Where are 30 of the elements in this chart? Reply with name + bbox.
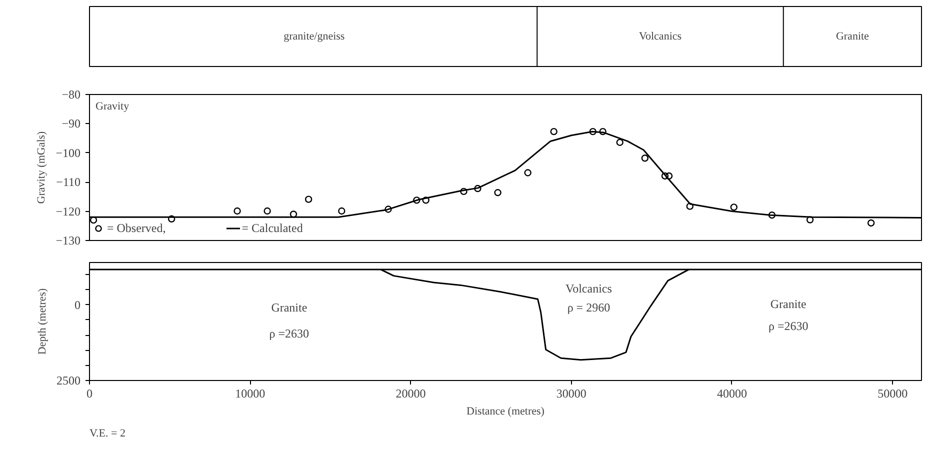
- x-axis-title: Distance (metres): [466, 406, 545, 418]
- text: Granite: [836, 30, 870, 42]
- annotation: ρ =2630: [768, 319, 808, 334]
- x-tick-label: 10000: [235, 386, 266, 400]
- y-axis-title: Depth (metres): [36, 288, 48, 355]
- text: V.E. = 2: [90, 428, 126, 440]
- x-tick-label: 50000: [878, 386, 908, 400]
- y-tick-label: 2500: [56, 374, 80, 388]
- text: Gravity: [96, 100, 130, 112]
- y-tick-label: −80: [62, 88, 81, 102]
- y-tick-label: −130: [56, 234, 81, 248]
- annotation: Granite: [770, 296, 806, 311]
- x-tick-label: 30000: [556, 386, 586, 400]
- x-tick-label: 20000: [396, 386, 426, 400]
- annotation: ρ =2630: [269, 326, 310, 340]
- y-tick-label: −100: [56, 146, 81, 160]
- y-axis-title: Gravity (mGals): [36, 130, 48, 204]
- legend-label: = Observed,: [107, 220, 166, 236]
- annotation: Granite: [271, 300, 308, 314]
- legend-label: = Calculated: [242, 220, 303, 236]
- y-tick-label: −90: [62, 116, 81, 131]
- text: Volcanics: [638, 30, 682, 42]
- annotation: ρ = 2960: [567, 300, 610, 314]
- y-tick-label: 0: [74, 298, 80, 312]
- annotation: Volcanics: [565, 281, 612, 296]
- y-tick-label: −110: [56, 175, 81, 190]
- x-tick-label: 0: [86, 386, 92, 400]
- text: granite/gneiss: [284, 30, 345, 42]
- y-tick-label: −120: [56, 204, 81, 218]
- x-tick-label: 40000: [716, 386, 747, 400]
